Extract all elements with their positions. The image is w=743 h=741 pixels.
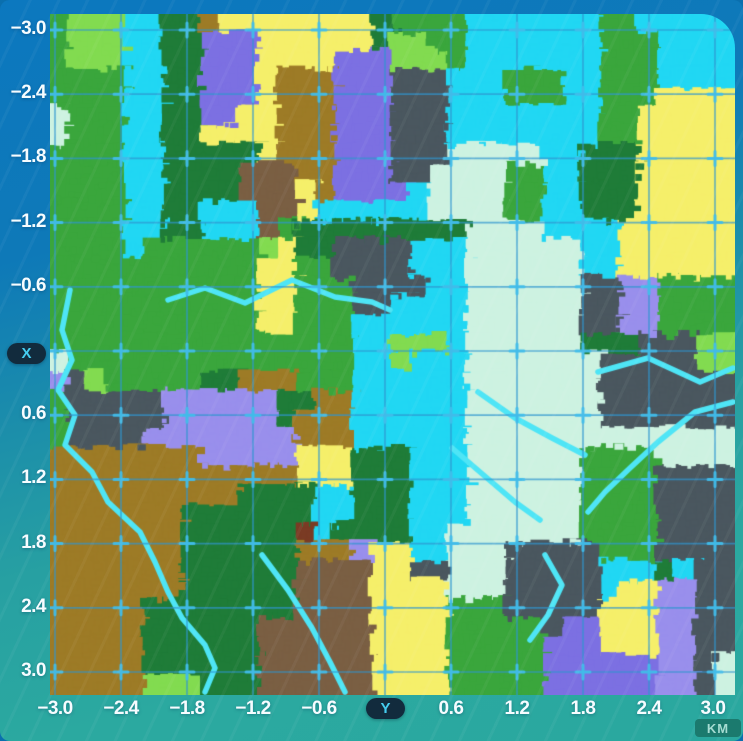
y-axis-tick-label: −0.6	[301, 698, 337, 719]
world-map-canvas[interactable]	[50, 14, 735, 695]
y-axis-tick-label: 3.0	[700, 698, 726, 719]
x-axis-tick-label: −1.2	[10, 211, 46, 232]
y-axis-tick-label: 1.8	[570, 698, 596, 719]
y-axis-tick-label: −3.0	[37, 698, 73, 719]
x-axis-tick-label: 0.6	[21, 403, 46, 424]
x-axis-tick-label: 1.8	[21, 532, 46, 553]
y-axis-tick-label: −1.2	[235, 698, 271, 719]
y-axis-tick-label: 2.4	[636, 698, 662, 719]
x-axis-tick-label: −2.4	[10, 82, 46, 103]
x-axis-tick-label: −3.0	[10, 18, 46, 39]
x-axis-tick-label: 3.0	[21, 660, 46, 681]
x-axis-tick-label: 1.2	[21, 467, 46, 488]
y-axis-tick-label: −2.4	[103, 698, 139, 719]
x-axis-badge: X	[7, 343, 46, 364]
unit-badge-km: KM	[695, 719, 741, 737]
x-axis-tick-label: −1.8	[10, 146, 46, 167]
y-axis-tick-label: 1.2	[504, 698, 530, 719]
y-axis-tick-label: −1.8	[169, 698, 205, 719]
x-axis-tick-label: 2.4	[21, 596, 46, 617]
world-map[interactable]	[50, 14, 735, 695]
y-axis-badge: Y	[366, 698, 405, 719]
x-axis-tick-label: −0.6	[10, 275, 46, 296]
y-axis-tick-label: 0.6	[438, 698, 464, 719]
